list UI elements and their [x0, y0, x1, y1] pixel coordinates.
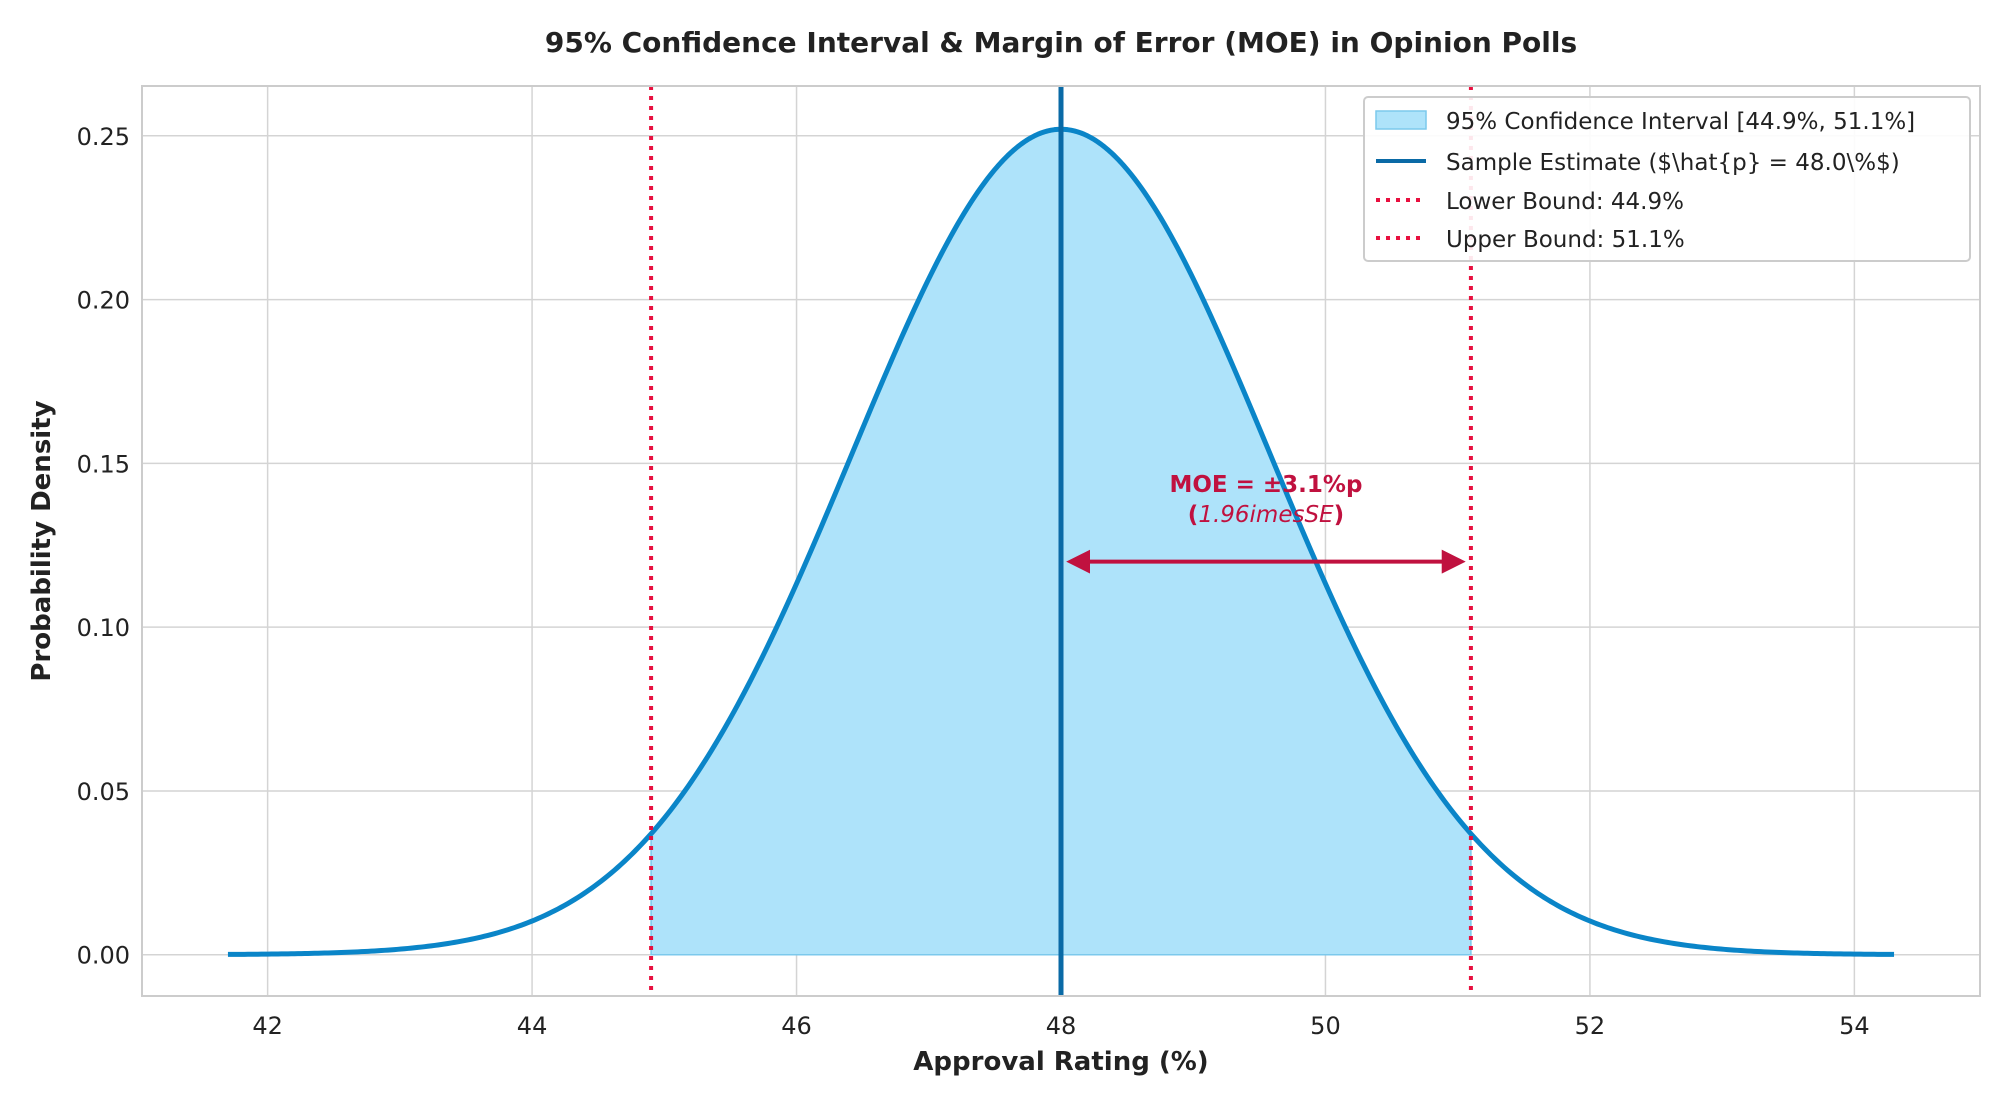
moe-annotation-line1: MOE = ±3.1%p: [1169, 472, 1362, 498]
moe-close-paren: ): [1334, 502, 1345, 528]
legend-label-upper-bound: Upper Bound: 51.1%: [1446, 227, 1685, 253]
legend-box: [1363, 96, 1971, 262]
x-axis-ticks: 42 44 46 48 50 52 54: [252, 1012, 1869, 1040]
legend-label-estimate: Sample Estimate ($\hat{p} = 48.0\%$): [1446, 150, 1900, 176]
x-tick-label-6: 54: [1839, 1012, 1870, 1040]
x-axis-label: Approval Rating (%): [913, 1047, 1208, 1077]
x-tick-label-1: 44: [517, 1012, 548, 1040]
y-tick-label-2: 0.10: [77, 614, 130, 642]
x-tick-label-0: 42: [252, 1012, 283, 1040]
moe-open-paren: (: [1188, 502, 1199, 528]
x-tick-label-5: 52: [1575, 1012, 1606, 1040]
y-tick-label-5: 0.25: [77, 123, 130, 151]
legend-swatch-ci: [1375, 110, 1427, 130]
y-tick-label-4: 0.20: [77, 287, 130, 315]
moe-annotation-line2: (1.96imesSE): [1188, 502, 1344, 528]
legend: 95% Confidence Interval [44.9%, 51.1%] S…: [1363, 96, 1971, 262]
x-tick-label-4: 50: [1310, 1012, 1341, 1040]
y-axis-label: Probability Density: [27, 400, 57, 681]
y-tick-label-3: 0.15: [77, 450, 130, 478]
x-tick-label-3: 48: [1046, 1012, 1077, 1040]
y-tick-label-1: 0.05: [77, 778, 130, 806]
y-axis-ticks: 0.00 0.05 0.10 0.15 0.20 0.25: [77, 123, 130, 970]
y-tick-label-0: 0.00: [77, 942, 130, 970]
chart-title: 95% Confidence Interval & Margin of Erro…: [545, 26, 1577, 59]
legend-label-lower-bound: Lower Bound: 44.9%: [1446, 189, 1684, 215]
x-tick-label-2: 46: [781, 1012, 812, 1040]
plot-frame: [141, 85, 1981, 997]
moe-formula: 1.96imesSE: [1198, 502, 1334, 528]
legend-label-ci: 95% Confidence Interval [44.9%, 51.1%]: [1446, 109, 1915, 135]
